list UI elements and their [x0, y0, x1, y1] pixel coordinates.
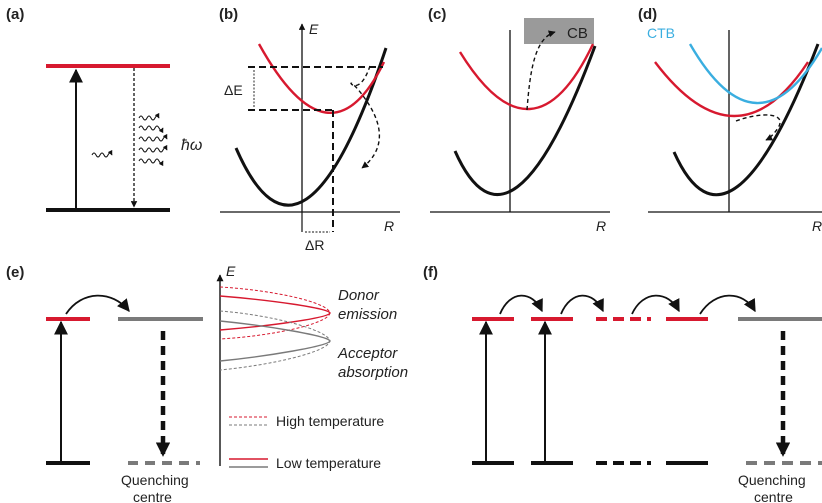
quenching-centre-label-line1: Quenching: [738, 472, 806, 488]
panel-b: (b) E R ΔE ΔR: [219, 6, 400, 253]
energy-axis-label: E: [309, 21, 319, 37]
conduction-band: [524, 18, 594, 44]
coordinate-axis-label: R: [812, 218, 822, 234]
migration-arrow: [631, 294, 680, 315]
donor-emission-low-temp: [219, 295, 331, 331]
spectral-overlap-inset: E Donor emission Acceptor absorption Hig…: [216, 263, 408, 471]
ground-state-parabola: [672, 43, 820, 197]
migration-arrow: [699, 294, 756, 315]
charge-transfer-parabola: [688, 43, 822, 105]
panel-a: (a) ħω: [6, 6, 202, 212]
donor-emission-label-line1: Donor: [338, 287, 380, 304]
acceptor-absorption-label-line1: Acceptor: [337, 345, 398, 362]
energy-axis-label: E: [226, 263, 236, 279]
phonon-icon: [138, 133, 168, 142]
quenching-centre-label-line2: centre: [754, 489, 793, 503]
incoming-photon-icon: [91, 149, 113, 158]
excited-state-parabola: [654, 61, 810, 118]
phonon-icon: [138, 112, 160, 121]
relaxation-arrow: [735, 114, 781, 141]
acceptor-absorption-low-temp: [219, 320, 331, 362]
quenching-centre-label-line1: Quenching: [121, 472, 189, 488]
conduction-band-label: CB: [567, 25, 588, 42]
legend-low-temperature: Low temperature: [276, 455, 381, 471]
panel-f: (f) Quenching centre: [423, 264, 822, 503]
panel-label-a: (a): [6, 6, 24, 23]
ground-state-parabola: [453, 45, 597, 196]
migration-arrow: [560, 294, 604, 315]
ground-state-parabola: [234, 47, 388, 207]
panel-label-d: (d): [638, 6, 657, 23]
photon-energy-label: ħω: [181, 137, 202, 154]
excited-state-parabola: [458, 43, 595, 111]
delta-e-label: ΔE: [224, 82, 243, 98]
phonon-icon: [138, 144, 168, 153]
legend-high-temperature: High temperature: [276, 413, 384, 429]
migration-arrow: [499, 294, 543, 315]
quenching-centre-label-line2: centre: [133, 489, 172, 503]
coordinate-axis-label: R: [384, 218, 394, 234]
excited-state-parabola: [257, 43, 386, 115]
acceptor-absorption-label-line2: absorption: [338, 364, 408, 381]
coordinate-axis-label: R: [596, 218, 606, 234]
ionisation-arrow: [526, 30, 556, 111]
panel-label-f: (f): [423, 264, 438, 281]
panel-e: (e) Quenching centre: [6, 264, 203, 503]
phonon-icon: [138, 158, 164, 167]
crossover-arrow: [350, 65, 381, 169]
phonon-icon: [138, 125, 164, 134]
panel-d: (d) R CTB: [638, 6, 822, 234]
panel-label-b: (b): [219, 6, 238, 23]
acceptor-absorption-high-temp: [219, 310, 331, 371]
panel-label-e: (e): [6, 264, 24, 281]
donor-emission-label-line2: emission: [338, 306, 397, 323]
charge-transfer-band-label: CTB: [647, 25, 675, 41]
panel-c: (c) R CB: [428, 6, 610, 234]
transfer-arrow: [65, 294, 130, 315]
panel-label-c: (c): [428, 6, 446, 23]
delta-r-label: ΔR: [305, 237, 324, 253]
